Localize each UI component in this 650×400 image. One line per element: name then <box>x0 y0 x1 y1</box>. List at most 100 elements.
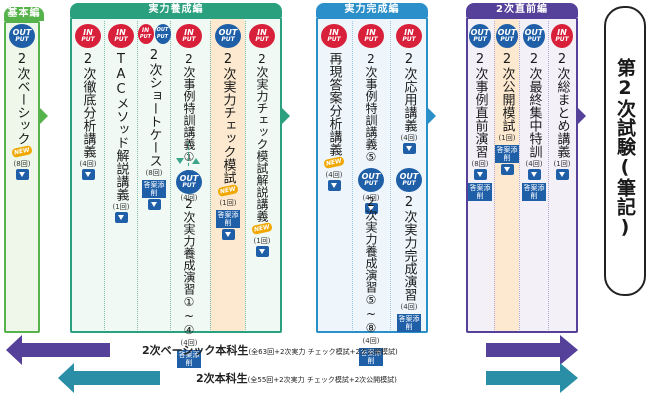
input-icon: IN PUT <box>396 24 422 48</box>
output-icon: OUT PUT <box>176 170 202 194</box>
basic-honka-label: 2次ベーシック本科生(全63回+2次実力 チェック模試+2次公開模試) <box>142 342 398 358</box>
dropdown-arrow-icon[interactable] <box>327 180 341 191</box>
output-icon: OUT PUT <box>358 168 384 192</box>
session-count: (4回) <box>180 194 198 202</box>
connector-line <box>188 142 189 166</box>
input-icon: IN PUT <box>108 24 134 48</box>
highlight-koukai-moshi <box>494 19 519 331</box>
session-count: (8回) <box>471 160 489 168</box>
course-label: 2次実力チェック模試解説講義 <box>255 52 269 222</box>
answer-correction-badge: 答案添削 <box>216 210 240 228</box>
output-icon: OUT PUT <box>469 24 491 48</box>
basic-honka-arrow-left <box>6 335 110 365</box>
dropdown-arrow-icon[interactable] <box>255 246 269 257</box>
divider <box>548 21 549 330</box>
phase-tab-chokuzen: 2次直前編 <box>466 3 578 17</box>
dropdown-arrow-icon[interactable] <box>147 199 161 210</box>
input-icon: IN PUT <box>75 24 101 48</box>
course-label: 2次ショートケース <box>146 48 162 167</box>
session-count: (1回) <box>219 199 237 207</box>
course-jitsuryoku-yosei-enshu-1-4[interactable]: OUT PUT 2次実力養成演習①~④ (4回) 答案添削 <box>172 170 206 368</box>
divider <box>494 21 495 330</box>
course-jirei-chokuzen-enshu[interactable]: OUT PUT 2次事例直前演習 (8回) 答案添削 <box>465 24 495 201</box>
divider <box>210 21 211 330</box>
course-label: 再現答案分析講義 <box>326 52 342 156</box>
course-tac-method[interactable]: IN PUT TACメソッド解説講義 (1回) <box>104 24 138 223</box>
session-count: (4回) <box>362 194 380 202</box>
phase-arrow-chokuzen <box>578 108 586 124</box>
basic-honka-title: 2次ベーシック本科生 <box>142 344 249 357</box>
phase-box-kihon <box>4 21 40 333</box>
session-count: (4回) <box>400 134 418 142</box>
course-jitsuryoku-kansei-enshu[interactable]: OUT PUT 2次実力完成演習 (4回) 答案添削 <box>392 168 426 332</box>
course-jitsuryoku-yosei-enshu-5-8[interactable]: OUT PUT 2次実力養成演習⑤~⑧ (4回) 答案添削 <box>354 168 388 366</box>
answer-correction-badge: 答案添削 <box>495 145 519 163</box>
new-badge: NEW <box>323 156 345 169</box>
answer-correction-badge: 答案添削 <box>397 314 421 332</box>
input-icon: IN PUT <box>137 24 154 44</box>
session-count: (1回) <box>553 160 571 168</box>
course-label: 2次ベーシック <box>14 52 30 145</box>
dropdown-arrow-icon[interactable] <box>221 229 235 240</box>
honka-arrow-right <box>486 363 578 393</box>
course-chekku-moshi[interactable]: OUT PUT 2次実力チェック模試 NEW (1回) 答案添削 <box>211 24 245 240</box>
highlight-chekku-moshi <box>210 19 245 331</box>
course-koukai-moshi[interactable]: OUT PUT 2次公開模試 (1回) 答案添削 <box>492 24 522 175</box>
phase-arrow-jitsuryoku-yosei <box>282 108 290 124</box>
answer-correction-badge: 答案添削 <box>177 350 201 368</box>
input-icon: IN PUT <box>249 24 275 48</box>
output-icon: OUT PUT <box>9 24 35 48</box>
input-icon: IN PUT <box>551 24 573 48</box>
phase-box-jitsuryoku-yosei <box>70 17 282 333</box>
dropdown-arrow-icon[interactable] <box>500 164 514 175</box>
course-label: 2次最終集中特訓 <box>526 52 542 158</box>
dropdown-arrow-icon[interactable] <box>555 169 569 180</box>
output-icon: OUT PUT <box>396 168 422 192</box>
course-saishu-shuchu[interactable]: OUT PUT 2次最終集中特訓 (4回) 答案添削 <box>519 24 549 201</box>
dropdown-arrow-icon[interactable] <box>114 212 128 223</box>
session-count: (4回) <box>362 337 380 345</box>
divider <box>352 21 353 330</box>
course-jirei-tokkun-5-8[interactable]: IN PUT 2次事例特訓講義⑤~⑧ (4回) <box>354 24 388 214</box>
course-label: 2次事例特訓講義⑤~⑧ <box>364 52 378 192</box>
dropdown-arrow-icon[interactable] <box>527 169 541 180</box>
course-label: 2次事例直前演習 <box>472 52 488 158</box>
course-soumatome[interactable]: IN PUT 2次総まとめ講義 (1回) <box>547 24 577 180</box>
session-count: (8回) <box>145 169 163 177</box>
course-label: 2次実力完成演習 <box>401 195 417 301</box>
course-chekku-moshi-kaisetsu[interactable]: IN PUT 2次実力チェック模試解説講義 NEW (1回) <box>245 24 279 257</box>
dropdown-arrow-icon[interactable] <box>473 169 487 180</box>
course-label: 2次実力養成演習⑤~⑧ <box>364 195 378 335</box>
phase-tab-jitsuryoku-kansei: 実力完成編 <box>316 3 428 17</box>
dropdown-arrow-icon[interactable] <box>81 169 95 180</box>
input-icon: IN PUT <box>321 24 347 48</box>
course-jirei-tokkun-1-4[interactable]: IN PUT 2次事例特訓講義①~④ (4回) <box>172 24 206 202</box>
session-count: (4回) <box>180 339 198 347</box>
course-label: 2次総まとめ講義 <box>554 52 570 158</box>
honka-arrow-left <box>58 363 160 393</box>
session-count: (1回) <box>112 203 130 211</box>
dropdown-arrow-icon[interactable] <box>15 169 29 180</box>
session-count: (4回) <box>400 303 418 311</box>
course-label: TACメソッド解説講義 <box>113 52 129 201</box>
dropdown-arrow-icon[interactable] <box>364 203 378 214</box>
exam-title: 第2次試験(筆記) <box>614 58 636 238</box>
course-short-case[interactable]: IN PUT OUT PUT 2次ショートケース (8回) 答案添削 <box>137 24 171 210</box>
divider <box>170 21 171 330</box>
phase-tab-jitsuryoku-yosei: 実力養成編 <box>70 3 282 17</box>
session-count: (4回) <box>525 160 543 168</box>
course-label: 2次公開模試 <box>499 52 515 132</box>
course-tettei-bunseki[interactable]: IN PUT 2次徹底分析講義 (4回) <box>71 24 105 180</box>
phase-arrow-kihon <box>40 108 48 124</box>
dropdown-arrow-icon[interactable] <box>402 143 416 154</box>
answer-correction-badge: 答案添削 <box>359 348 383 366</box>
course-label: 2次実力チェック模試 <box>220 52 236 184</box>
course-saigen-touan[interactable]: IN PUT 再現答案分析講義 NEW (4回) <box>317 24 351 191</box>
divider <box>519 21 520 330</box>
honka-detail: (全55回+2次実力 チェック模試+2次公開模試) <box>247 376 397 384</box>
input-icon: IN PUT <box>176 24 202 48</box>
course-label: 2次実力養成演習①~④ <box>182 197 196 337</box>
connector-arrow-icon <box>192 158 200 164</box>
course-ouyou-kougi[interactable]: IN PUT 2次応用講義 (4回) <box>392 24 426 154</box>
course-2ji-basic[interactable]: OUT PUT 2次ベーシック NEW (8回) <box>5 24 39 180</box>
